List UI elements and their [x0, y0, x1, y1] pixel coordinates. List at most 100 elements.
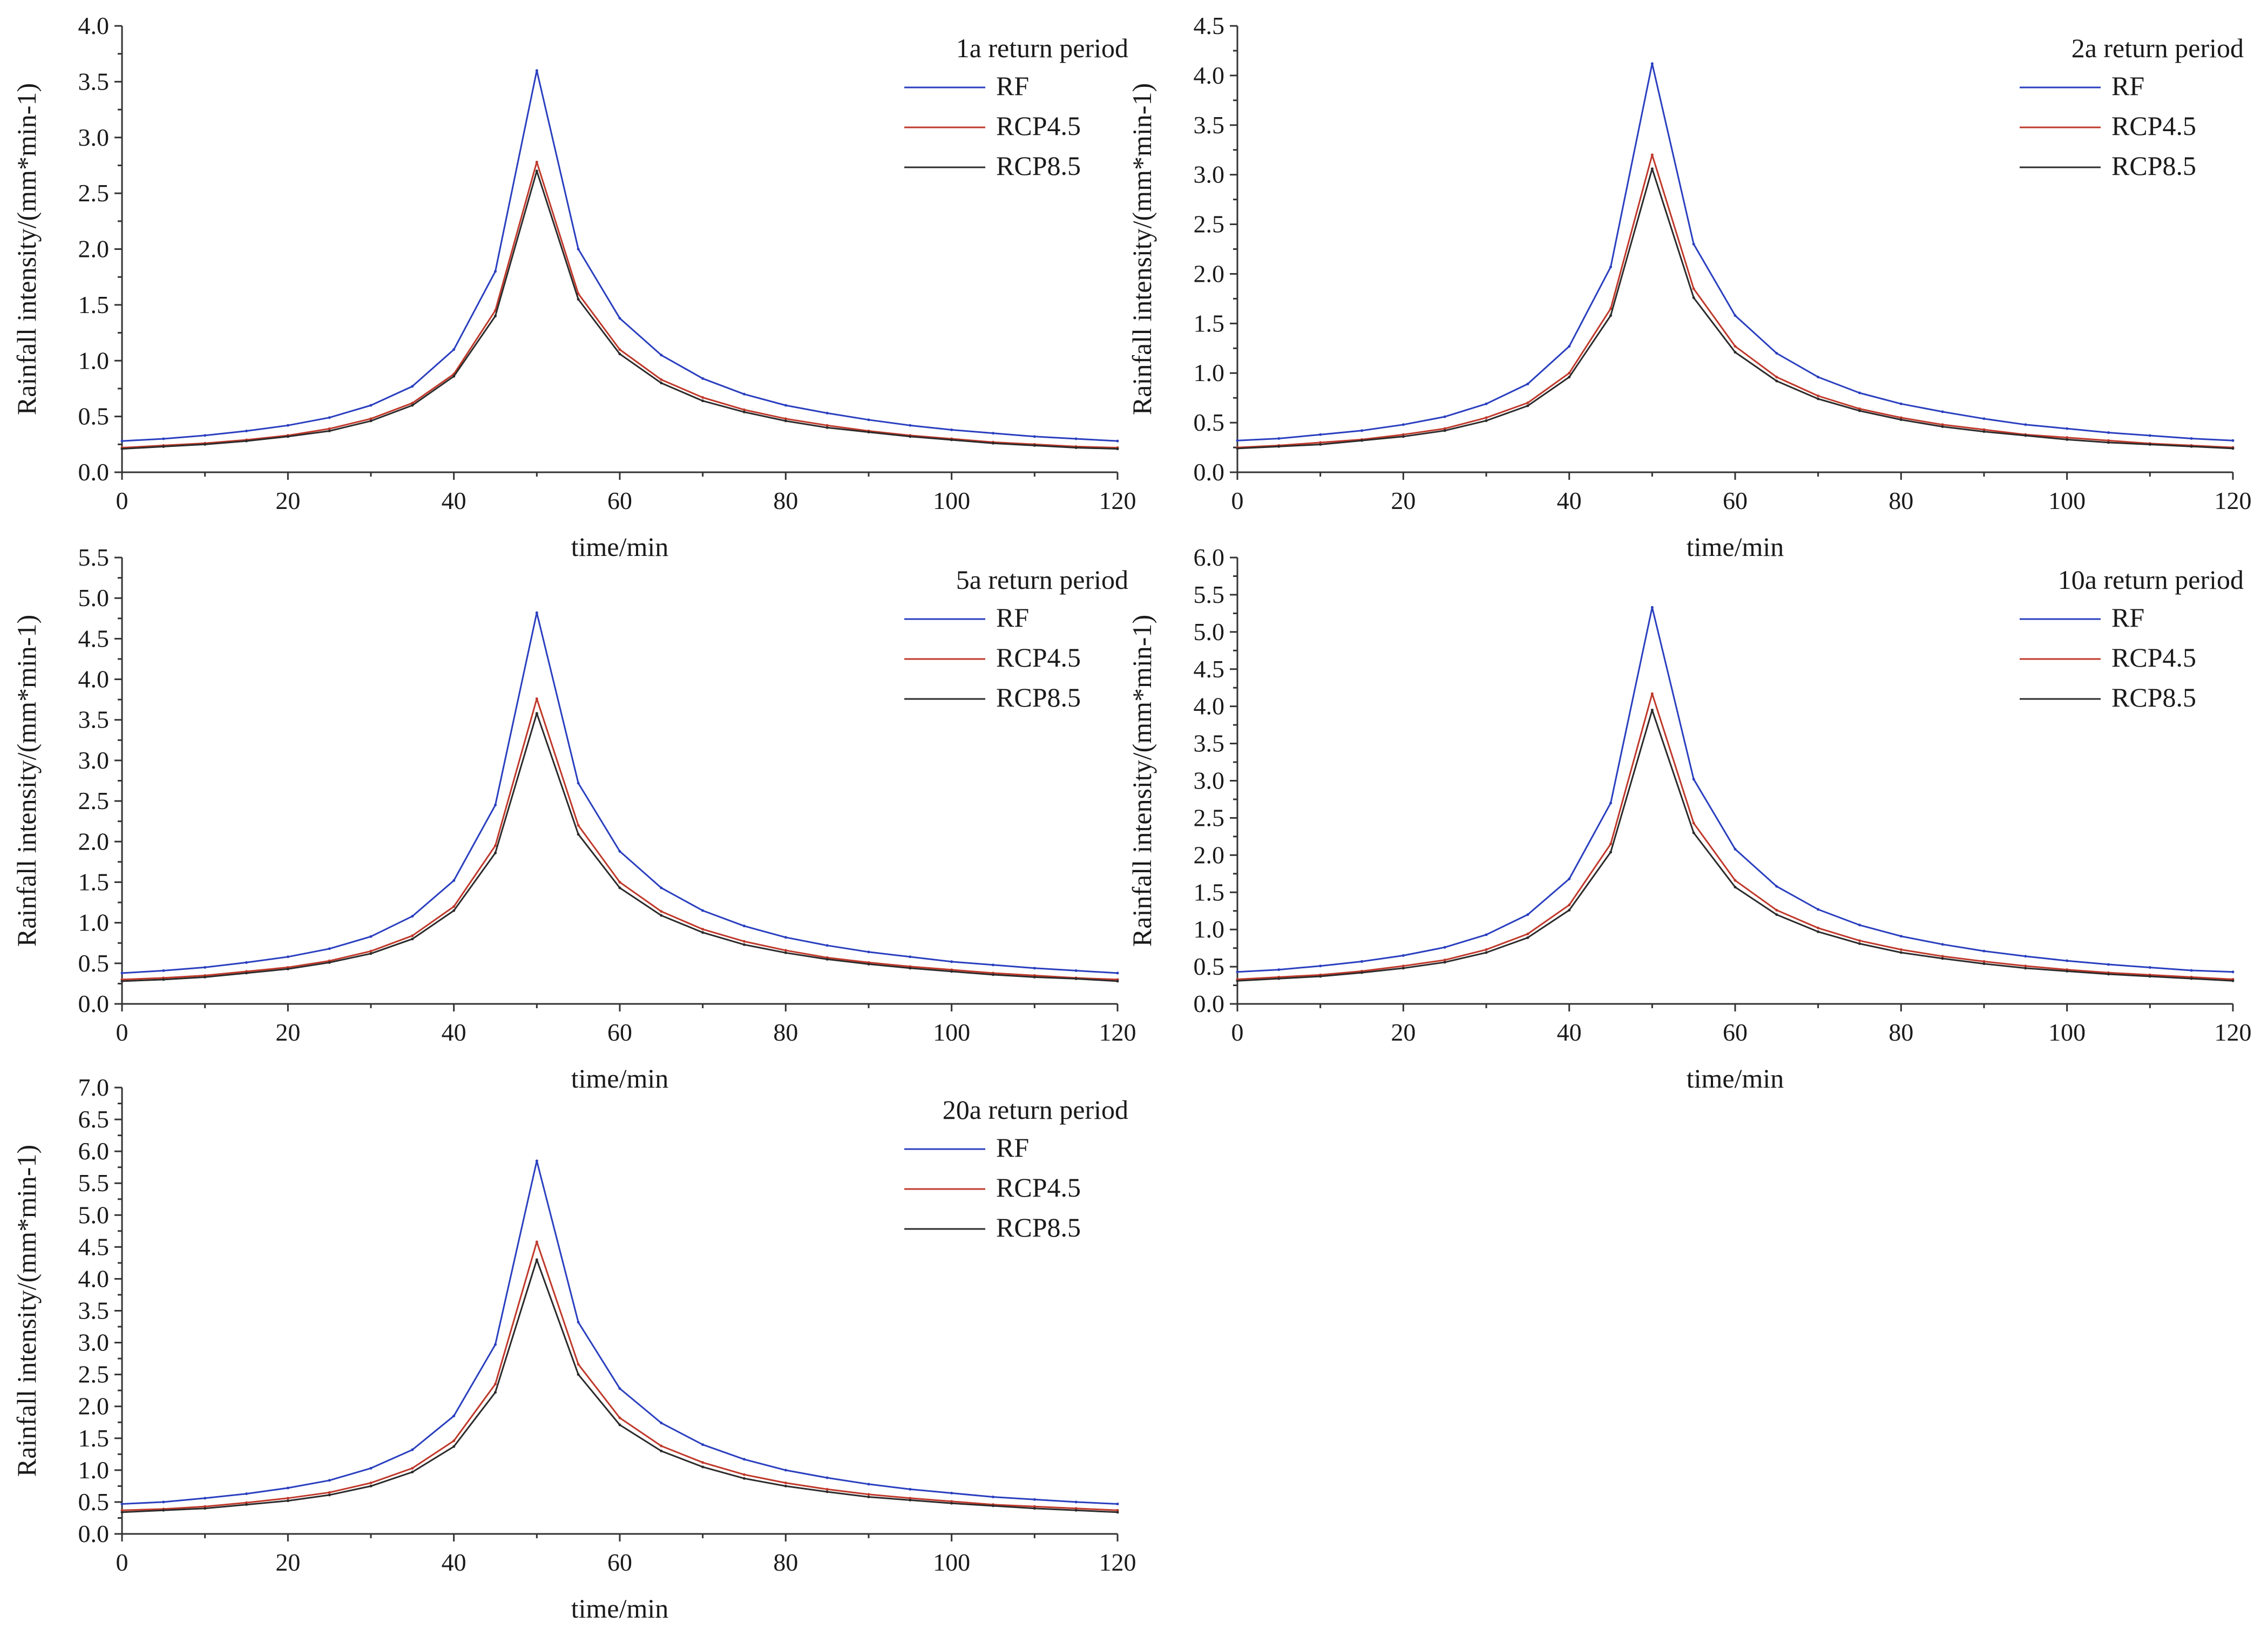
data-point — [204, 443, 207, 446]
data-point — [286, 955, 289, 959]
data-point — [1033, 1498, 1036, 1501]
data-point — [1074, 1500, 1078, 1504]
data-point — [369, 949, 373, 953]
y-tick-label: 4.5 — [1194, 655, 1225, 683]
data-point — [1033, 1507, 1036, 1510]
x-tick-label: 20 — [1391, 487, 1416, 514]
data-point — [660, 914, 663, 917]
data-point — [992, 1504, 994, 1507]
data-point — [494, 1391, 497, 1394]
data-point — [245, 439, 248, 443]
data-point — [328, 961, 331, 964]
chart-panel-3: 0.0 0.5 1.0 1.5 2.0 2.5 3.0 3.5 4.0 4.5 5.0 5.5 0 20 4… — [11, 544, 1136, 1093]
data-point — [120, 972, 124, 975]
data-point — [618, 352, 621, 356]
y-tick-label: 6.0 — [78, 1137, 110, 1165]
data-point — [992, 441, 994, 445]
data-point — [1277, 968, 1281, 972]
data-point — [494, 844, 497, 847]
data-point — [577, 1363, 580, 1366]
x-tick-label: 20 — [275, 1548, 300, 1576]
y-tick-label: 2.0 — [1194, 841, 1225, 868]
data-point — [1485, 951, 1488, 954]
data-point — [204, 1505, 207, 1508]
data-point — [162, 969, 165, 972]
data-point — [1982, 417, 1986, 420]
data-point — [1858, 939, 1861, 942]
x-tick-label: 120 — [1099, 1018, 1136, 1046]
data-point — [1858, 409, 1861, 412]
data-point — [1899, 948, 1903, 951]
series-line-rcp45 — [121, 698, 1118, 981]
data-point — [411, 938, 414, 941]
data-point — [743, 943, 746, 946]
y-axis-title: Rainfall intensity/(mm*min-1) — [1127, 83, 1157, 415]
y-tick-label: 2.0 — [78, 1393, 110, 1420]
data-point — [1402, 433, 1405, 436]
data-point — [1033, 975, 1036, 979]
data-point — [1609, 843, 1612, 846]
data-point — [1899, 418, 1903, 422]
data-point — [2190, 977, 2193, 980]
x-tick-label: 100 — [933, 1018, 970, 1046]
data-point — [494, 1382, 497, 1385]
data-point — [701, 931, 705, 934]
y-tick-label: 5.0 — [78, 1201, 110, 1228]
data-point — [1941, 955, 1944, 958]
y-axis-title: Rainfall intensity/(mm*min-1) — [11, 83, 42, 415]
legend-label: RF — [2111, 71, 2144, 101]
data-point — [1982, 962, 1986, 966]
legend-label: RF — [996, 71, 1029, 101]
data-point — [120, 980, 124, 983]
data-point — [1443, 427, 1446, 430]
y-tick-label: 2.5 — [78, 1361, 110, 1388]
data-point — [660, 886, 663, 889]
data-point — [452, 879, 456, 882]
data-point — [2024, 423, 2027, 426]
data-point — [162, 445, 165, 448]
data-point — [245, 972, 248, 975]
data-point — [2190, 969, 2193, 972]
y-tick-label: 2.5 — [1194, 210, 1225, 238]
x-tick-label: 100 — [2048, 1018, 2086, 1046]
legend-title: 2a return period — [2071, 33, 2244, 63]
data-point — [162, 1500, 165, 1504]
data-point — [950, 1502, 953, 1505]
data-point — [286, 435, 289, 438]
data-point — [204, 966, 207, 969]
data-point — [618, 348, 621, 351]
data-point — [1568, 904, 1571, 907]
chart-panel-1: 0.0 0.5 1.0 1.5 2.0 2.5 3.0 3.5 4.0 0 20 40 60 80 100 1… — [11, 12, 1136, 562]
data-point — [867, 1495, 870, 1498]
data-point — [909, 955, 912, 959]
data-point — [1568, 877, 1571, 880]
data-point — [1360, 960, 1363, 963]
data-point — [204, 434, 207, 437]
data-point — [1609, 307, 1612, 310]
data-point — [1236, 979, 1239, 982]
series-line-rcp45 — [121, 1241, 1118, 1511]
data-point — [701, 1465, 705, 1469]
y-tick-label: 0.5 — [1194, 953, 1225, 980]
data-point — [909, 435, 912, 438]
data-point — [1858, 942, 1861, 945]
series-line-rf — [121, 612, 1118, 974]
data-point — [825, 1487, 829, 1491]
data-point — [2066, 438, 2069, 441]
data-point — [743, 1458, 746, 1461]
data-point — [245, 1492, 248, 1496]
x-axis-title: time/min — [1687, 1063, 1784, 1093]
data-point — [204, 975, 207, 979]
data-point — [535, 1159, 538, 1163]
y-tick-label: 5.0 — [78, 584, 110, 612]
data-point — [535, 69, 538, 72]
y-tick-label: 3.0 — [78, 124, 110, 151]
data-point — [660, 1421, 663, 1424]
y-tick-label: 3.5 — [78, 706, 110, 733]
data-point — [1485, 416, 1488, 419]
y-tick-label: 6.0 — [1194, 544, 1225, 571]
legend-label: RCP8.5 — [996, 682, 1081, 712]
data-point — [1817, 394, 1820, 397]
data-point — [1360, 439, 1363, 442]
data-point — [120, 1509, 124, 1512]
